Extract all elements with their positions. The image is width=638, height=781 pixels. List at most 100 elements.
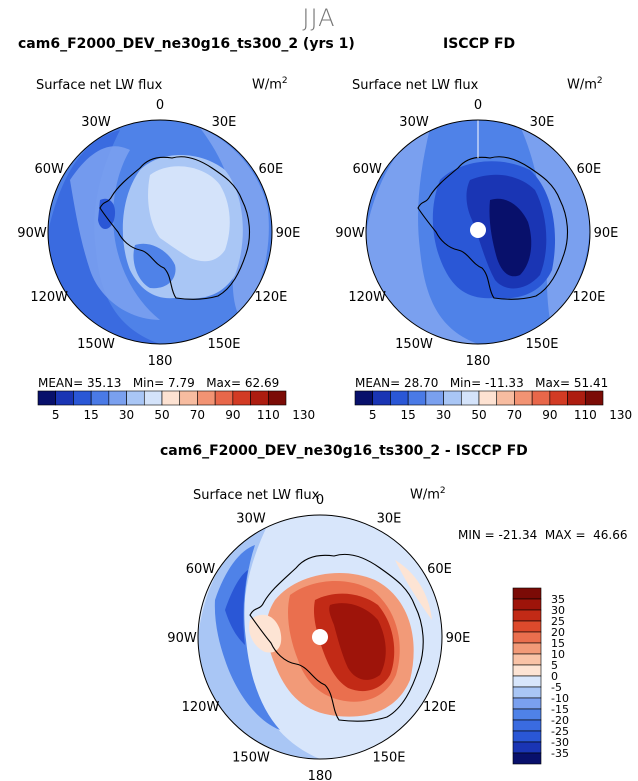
panel-2-colorbar-label: 50 xyxy=(471,408,486,422)
panel-1-colorbar-box xyxy=(179,390,198,406)
panel-3-colorbar-box xyxy=(512,631,542,644)
panel-1-colorbar-label: 5 xyxy=(52,408,60,422)
panel-2-frame xyxy=(365,119,591,345)
panel-2-colorbar-label: 90 xyxy=(542,408,557,422)
panel-3-lon-label: 90W xyxy=(167,631,197,646)
panel-1-colorbar-box xyxy=(55,390,74,406)
panel-3-lon-label: 120E xyxy=(423,700,456,715)
panel-2-stats: MEAN= 28.70 Min= -11.33 Max= 51.41 xyxy=(355,376,609,390)
panel-2-colorbar-label: 15 xyxy=(401,408,416,422)
panel-1-colorbar-box xyxy=(232,390,251,406)
panel-1-colorbar-label: 30 xyxy=(119,408,134,422)
panel-3-colorbar-label: 10 xyxy=(551,648,565,661)
panel-1-coastline xyxy=(99,156,251,300)
panel-1-colorbar: 5 15 30 50 70 90 110 130 xyxy=(37,390,315,422)
panel-1-colorbar-box xyxy=(90,390,110,406)
panel-2-colorbar-box xyxy=(443,390,462,406)
panel-2-colorbar-box xyxy=(496,390,515,406)
panel-1-colorbar-label: 110 xyxy=(257,408,280,422)
panel-1-lon-label: 60E xyxy=(258,162,283,177)
panel-3-colorbar-box xyxy=(512,675,542,688)
panel-3-map xyxy=(198,515,442,759)
panel-2-colorbar: 5 15 30 50 70 90 110 130 xyxy=(354,390,632,422)
panel-1-lon-label: 30E xyxy=(212,115,237,130)
panel-2-colorbar-box xyxy=(567,390,586,406)
panel-1-colorbar-box xyxy=(197,390,216,406)
panel-1-lon-label: 90W xyxy=(17,226,47,241)
panel-3-colorbar-box xyxy=(512,708,542,721)
panel-3-colorbar-box xyxy=(512,598,542,611)
panel-2-title: ISCCP FD xyxy=(443,36,516,52)
panel-2-variable: Surface net LW flux xyxy=(352,78,479,93)
panel-3-lon-label: 0 xyxy=(316,493,324,508)
panel-1-colorbar-label: 50 xyxy=(154,408,169,422)
panel-3-frame xyxy=(197,514,443,760)
panel-2-lon-label: 0 xyxy=(474,98,482,113)
panel-2-map xyxy=(366,120,590,344)
panel-3-colorbar-label: 30 xyxy=(551,604,565,617)
panel-3-colorbar-box xyxy=(512,609,542,622)
panel-2-colorbar-label: 5 xyxy=(369,408,377,422)
panel-2-colorbar-box xyxy=(372,390,391,406)
panel-3-lon-label: 150E xyxy=(372,751,405,766)
panel-3-colorbar-box xyxy=(512,697,542,710)
panel-2-lon-label: 90E xyxy=(594,226,619,241)
panel-1-colorbar-box xyxy=(73,390,92,406)
panel-3-lon-label: 60W xyxy=(186,562,216,577)
panel-3-colorbar-box xyxy=(512,719,542,732)
panel-3-lon-label: 150W xyxy=(232,751,270,766)
panel-2-colorbar-box xyxy=(549,390,568,406)
panel-3-colorbar-box xyxy=(512,664,542,677)
panel-2-colorbar-label: 70 xyxy=(507,408,522,422)
panel-2-lon-label: 120W xyxy=(348,290,386,305)
panel-2-lon-label: 150W xyxy=(395,337,433,352)
panel-3-title: cam6_F2000_DEV_ne30g16_ts300_2 - ISCCP F… xyxy=(160,443,528,459)
panel-2-colorbar-label: 130 xyxy=(609,408,632,422)
panel-2-coastline xyxy=(417,156,569,300)
panel-2-lon-label: 60W xyxy=(352,162,382,177)
panel-3-colorbar-box xyxy=(512,730,542,743)
panel-1-lon-label: 0 xyxy=(156,98,164,113)
panel-1-colorbar-box xyxy=(214,390,234,406)
panel-1-lon-label: 150W xyxy=(77,337,115,352)
panel-2-lon-label: 30E xyxy=(530,115,555,130)
panel-3-colorbar-label: -35 xyxy=(551,747,569,760)
panel-3-lon-label: 60E xyxy=(427,562,452,577)
season-title: JJA xyxy=(302,4,336,32)
panel-3-colorbar-box xyxy=(512,752,542,765)
panel-1-lon-label: 150E xyxy=(207,337,240,352)
panel-3-colorbar-label: -15 xyxy=(551,703,569,716)
panel-3-coastline xyxy=(249,553,424,722)
longitude-labels: 030E60E90E120E150E180150W120W90W60W30W03… xyxy=(17,98,618,781)
panel-1-lon-label: 60W xyxy=(34,162,64,177)
panel-2-colorbar-box xyxy=(425,390,444,406)
panel-1-colorbar-box xyxy=(161,390,181,406)
panel-3-colorbar-label: -20 xyxy=(551,714,569,727)
panel-1-lon-label: 120W xyxy=(30,290,68,305)
panel-3-colorbar-box xyxy=(512,642,542,655)
panel-2-colorbar-box xyxy=(407,390,427,406)
panel-1-colorbar-label: 130 xyxy=(292,408,315,422)
panel-1-colorbar-box xyxy=(267,390,287,406)
panel-3-colorbar-box xyxy=(512,741,542,754)
panel-2-colorbar-box xyxy=(514,390,533,406)
panel-3-colorbar-box xyxy=(512,587,542,600)
panel-2-colorbar-box xyxy=(354,390,374,406)
panel-1-frame xyxy=(47,119,273,345)
panel-3-colorbar-box xyxy=(512,686,542,699)
panel-2-colorbar-box xyxy=(390,390,409,406)
panel-1-variable: Surface net LW flux xyxy=(36,78,163,93)
panel-1-colorbar-box xyxy=(250,390,269,406)
panel-3-colorbar-box xyxy=(512,620,542,633)
panel-1-map xyxy=(48,120,272,344)
panel-2-lon-label: 150E xyxy=(525,337,558,352)
panel-3-lon-label: 30E xyxy=(377,511,402,526)
panel-3-colorbar-label: 35 xyxy=(551,593,565,606)
panel-1-colorbar-box xyxy=(126,390,145,406)
panel-2-colorbar-box xyxy=(460,390,480,406)
panel-3-variable: Surface net LW flux xyxy=(193,488,320,503)
panel-2-lon-label: 120E xyxy=(572,290,605,305)
panel-3-lon-label: 30W xyxy=(236,511,266,526)
